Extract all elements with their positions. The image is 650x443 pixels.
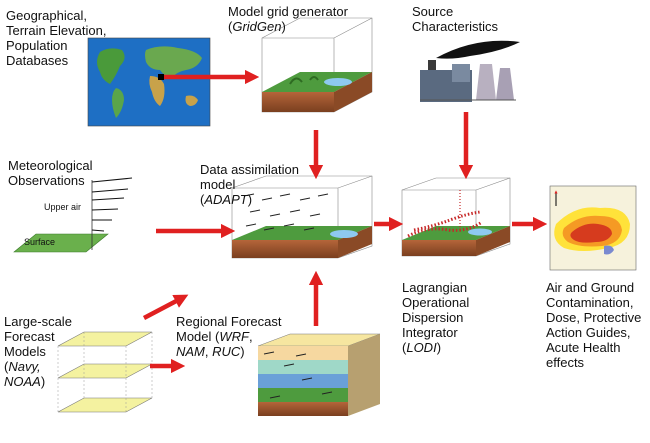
geo-line-3: Population bbox=[6, 38, 68, 53]
grid-box-icon bbox=[261, 17, 373, 113]
met-line-2: Observations bbox=[8, 173, 85, 188]
largescale-line-5: NOAA) bbox=[4, 374, 46, 389]
impacts-line-1: Air and Ground bbox=[546, 280, 635, 295]
world-map-icon bbox=[87, 37, 211, 127]
arrow-largescale-to-adapt bbox=[142, 294, 189, 320]
regional-line-1: Regional Forecast bbox=[176, 314, 282, 329]
impacts-line-2: Contamination, bbox=[546, 295, 634, 310]
dispersion-box-icon bbox=[401, 177, 511, 257]
impacts-label: Air and Ground Contamination, Dose, Prot… bbox=[546, 280, 641, 370]
impacts-line-5: Acute Health bbox=[546, 340, 621, 355]
impacts-line-3: Dose, Protective bbox=[546, 310, 642, 325]
regional-label: Regional Forecast Model (WRF, NAM, RUC) bbox=[176, 314, 282, 359]
lodi-line-3: Dispersion bbox=[402, 310, 464, 325]
lodi-line-5: (LODI) bbox=[402, 340, 442, 355]
surface-label: Surface bbox=[24, 237, 56, 247]
lodi-line-4: Integrator bbox=[402, 325, 458, 340]
adapt-line-1: Data assimilation bbox=[200, 162, 299, 177]
geo-line-4: Databases bbox=[6, 53, 69, 68]
geo-line-2: Terrain Elevation, bbox=[6, 23, 107, 38]
adapt-line-2: model bbox=[200, 177, 236, 192]
largescale-line-2: Forecast bbox=[4, 329, 55, 344]
lodi-label: Lagrangian Operational Dispersion Integr… bbox=[402, 280, 469, 355]
largescale-line-3: Models bbox=[4, 344, 46, 359]
met-observations-label: Meteorological Observations bbox=[8, 158, 93, 188]
adapt-line-3: (ADAPT) bbox=[200, 192, 253, 207]
largescale-line-4: (Navy, bbox=[4, 359, 41, 374]
assimilation-box-icon bbox=[231, 175, 373, 259]
power-plant-icon bbox=[420, 40, 520, 102]
wind-profile-icon bbox=[13, 177, 133, 253]
lodi-line-1: Lagrangian bbox=[402, 280, 468, 295]
gridgen-line-1: Model grid generator bbox=[228, 4, 348, 19]
source-label: Source Characteristics bbox=[412, 4, 498, 34]
geo-line-1: Geographical, bbox=[6, 8, 87, 23]
largescale-line-1: Large-scale bbox=[4, 314, 72, 329]
contamination-map-icon bbox=[549, 185, 637, 271]
gridgen-line-2: (GridGen) bbox=[228, 19, 286, 34]
source-line-2: Characteristics bbox=[412, 19, 498, 34]
map-location-marker bbox=[158, 74, 164, 80]
lodi-line-2: Operational bbox=[402, 295, 470, 310]
regional-model-box-icon bbox=[257, 333, 381, 416]
regional-line-2: Model (WRF, bbox=[176, 329, 253, 344]
impacts-line-6: effects bbox=[546, 355, 585, 370]
forecast-layers-icon bbox=[57, 331, 153, 413]
flow-arrows bbox=[142, 69, 548, 374]
adapt-label: Data assimilation model (ADAPT) bbox=[200, 162, 299, 207]
met-line-1: Meteorological bbox=[8, 158, 93, 173]
largescale-label: Large-scale Forecast Models (Navy, NOAA) bbox=[4, 314, 72, 389]
gridgen-label: Model grid generator (GridGen) bbox=[228, 4, 348, 34]
regional-line-3: NAM, RUC) bbox=[176, 344, 245, 359]
geo-databases-label: Geographical, Terrain Elevation, Populat… bbox=[6, 8, 106, 68]
upper-air-label: Upper air bbox=[44, 202, 82, 212]
source-line-1: Source bbox=[412, 4, 454, 19]
impacts-line-4: Action Guides, bbox=[546, 325, 631, 340]
